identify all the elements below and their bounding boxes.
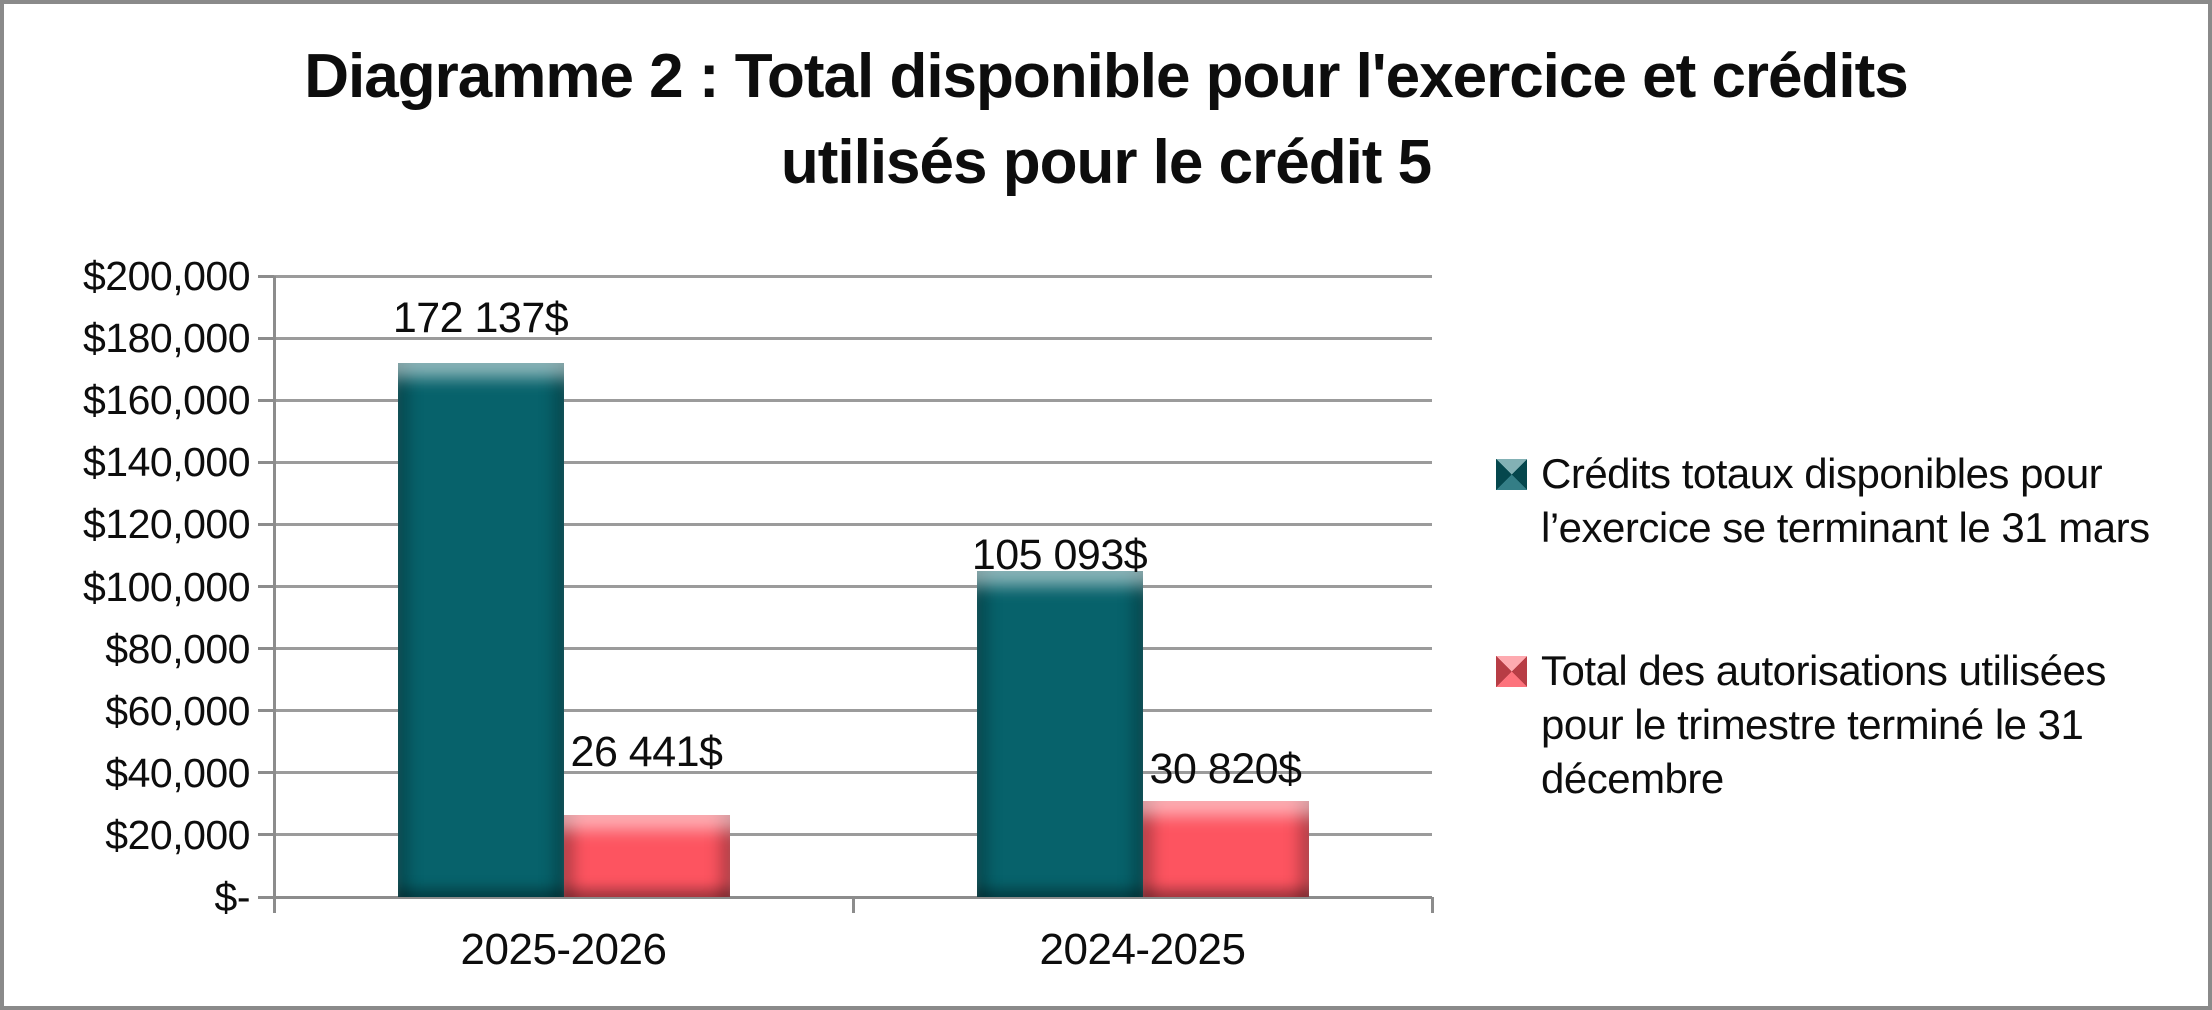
y-axis-tick [258, 895, 274, 899]
legend-label-line: l’exercice se terminant le 31 mars [1541, 504, 2150, 551]
y-axis-tick [258, 274, 274, 278]
bar-data-label: 105 093$ [971, 530, 1148, 579]
y-axis-label: $160,000 [82, 377, 251, 424]
y-axis-tick [258, 460, 274, 464]
bar-autorisations-utilisees-2025-2026 [563, 814, 730, 897]
y-axis-label: $140,000 [82, 439, 251, 486]
y-axis-tick [258, 647, 274, 651]
y-axis-tick [258, 398, 274, 402]
y-axis-tick [258, 771, 274, 775]
x-axis-tick [1430, 897, 1434, 913]
legend-label: Crédits totaux disponibles pour l’exerci… [1541, 447, 2150, 555]
bar-data-label: 26 441$ [570, 727, 723, 776]
legend-label-line: décembre [1541, 755, 1724, 802]
y-axis-label: $60,000 [105, 687, 250, 734]
x-axis-tick [851, 897, 855, 913]
bar-autorisations-utilisees-2024-2025 [1142, 801, 1309, 897]
legend-label-line: Crédits totaux disponibles pour [1541, 450, 2103, 497]
bar-data-label: 172 137$ [392, 293, 569, 342]
y-axis-label: $120,000 [82, 501, 251, 548]
legend-label-line: Total des autorisations utilisées [1541, 647, 2106, 694]
legend-swatch-red [1496, 656, 1527, 687]
x-axis-label: 2025-2026 [460, 925, 667, 974]
y-axis-label: $40,000 [105, 749, 250, 796]
y-axis-label: $200,000 [82, 253, 251, 299]
gridline [274, 336, 1432, 340]
y-axis-tick [258, 833, 274, 837]
chart-title: Diagramme 2 : Total disponible pour l'ex… [4, 34, 2208, 206]
x-axis-tick [272, 897, 276, 913]
y-axis-label: $20,000 [105, 811, 250, 858]
gridline [274, 460, 1432, 464]
x-axis-label: 2024-2025 [1039, 925, 1246, 974]
gridline [274, 771, 1432, 775]
legend-item-credits-disponibles: Crédits totaux disponibles pour l’exerci… [1496, 447, 2150, 555]
y-axis-label: $100,000 [82, 563, 251, 610]
chart-title-line-2: utilisés pour le crédit 5 [780, 128, 1432, 197]
y-axis-label: $180,000 [82, 315, 251, 362]
y-axis-label: $80,000 [105, 625, 250, 672]
legend-label: Total des autorisations utilisées pour l… [1541, 644, 2106, 806]
legend-swatch-teal [1496, 459, 1527, 490]
legend-label-line: pour le trimestre terminé le 31 [1541, 701, 2084, 748]
bar-credits-disponibles-2025-2026 [397, 362, 564, 897]
gridline [274, 709, 1432, 713]
y-axis-tick [258, 709, 274, 713]
chart-title-line-1: Diagramme 2 : Total disponible pour l'ex… [304, 42, 1909, 111]
gridline [274, 585, 1432, 588]
y-axis-label: $- [214, 874, 251, 920]
bar-data-label: 30 820$ [1149, 745, 1302, 794]
gridline [274, 833, 1432, 837]
y-axis-tick [258, 336, 274, 340]
gridline [274, 647, 1432, 651]
y-axis-line [272, 276, 276, 913]
y-axis-tick [258, 585, 274, 588]
bar-credits-disponibles-2024-2025 [976, 570, 1143, 897]
gridline [274, 274, 1432, 278]
gridline [274, 522, 1432, 526]
legend-item-autorisations-utilisees: Total des autorisations utilisées pour l… [1496, 644, 2106, 806]
gridline [274, 398, 1432, 402]
y-axis-tick [258, 522, 274, 526]
